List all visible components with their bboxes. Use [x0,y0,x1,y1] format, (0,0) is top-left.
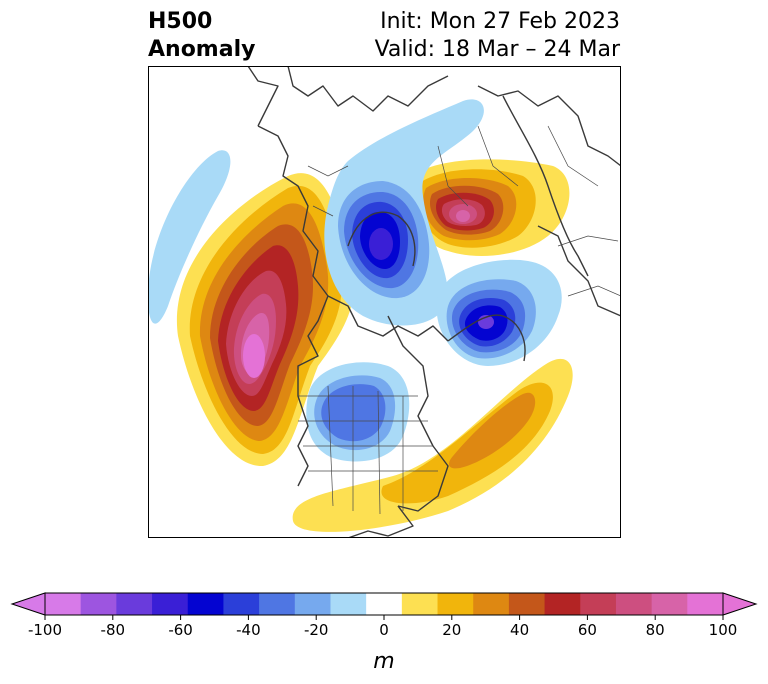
colorbar-swatch [294,593,331,615]
anomaly-map [148,66,621,538]
colorbar-tick-label: 40 [510,621,529,639]
colorbar-swatch [508,593,546,615]
colorbar-swatch [259,593,296,615]
colorbar-swatch [615,593,653,615]
map-title: H500 Anomaly [148,8,255,64]
colorbar-tick-label: 60 [578,621,597,639]
colorbar-swatch [366,593,403,615]
title-variable: H500 [148,9,213,34]
colorbar-ticks: -100 -80 -60 -40 -20 0 20 40 60 80 100 [28,615,737,639]
colorbar-extend-high [722,592,758,616]
gulf-of-alaska-trough [148,150,231,324]
colorbar-tick-label: 100 [709,621,738,639]
coastlines [247,66,621,538]
central-north-america-trough [306,362,410,462]
colorbar-tick-label: -100 [28,621,62,639]
colorbar-swatch [473,593,510,615]
colorbar-swatch [152,593,189,615]
colorbar-swatch [651,593,688,615]
colorbar-boxes [10,592,758,616]
colorbar-tick-label: 20 [442,621,461,639]
init-date: Init: Mon 27 Feb 2023 [380,9,620,34]
colorbar-swatch [330,593,367,615]
map-dates: Init: Mon 27 Feb 2023 Valid: 18 Mar – 24… [375,8,620,64]
hudson-bay-trough [324,99,484,326]
north-pacific-ridge [176,173,354,467]
colorbar-swatch [116,593,153,615]
colorbar-swatch [544,593,581,615]
colorbar-swatch [580,593,617,615]
valid-range: Valid: 18 Mar – 24 Mar [374,37,620,62]
colorbar-tick-label: 80 [646,621,665,639]
siberia-ridge [407,159,570,256]
colorbar-swatch [45,593,82,615]
colorbar-extend-low [10,592,46,616]
colorbar-swatch [187,593,224,615]
colorbar-unit-label: m [373,649,394,674]
state-borders [298,125,621,515]
colorbar-swatch [80,593,117,615]
colorbar-tick-label: -40 [236,621,261,639]
colorbar-tick-label: -60 [168,621,193,639]
colorbar-swatch [401,593,439,615]
colorbar-tick-label: 0 [379,621,389,639]
colorbar: -100 -80 -60 -40 -20 0 20 40 60 80 100 m [10,592,758,674]
colorbar-swatch [223,593,260,615]
colorbar-swatch [687,593,724,615]
colorbar-swatch [437,593,474,615]
east-siberian-trough [436,259,562,366]
map-frame [148,66,621,538]
title-field: Anomaly [148,37,256,62]
north-atlantic-ridge [292,358,573,532]
colorbar-tick-label: -80 [101,621,126,639]
colorbar-tick-label: -20 [304,621,329,639]
